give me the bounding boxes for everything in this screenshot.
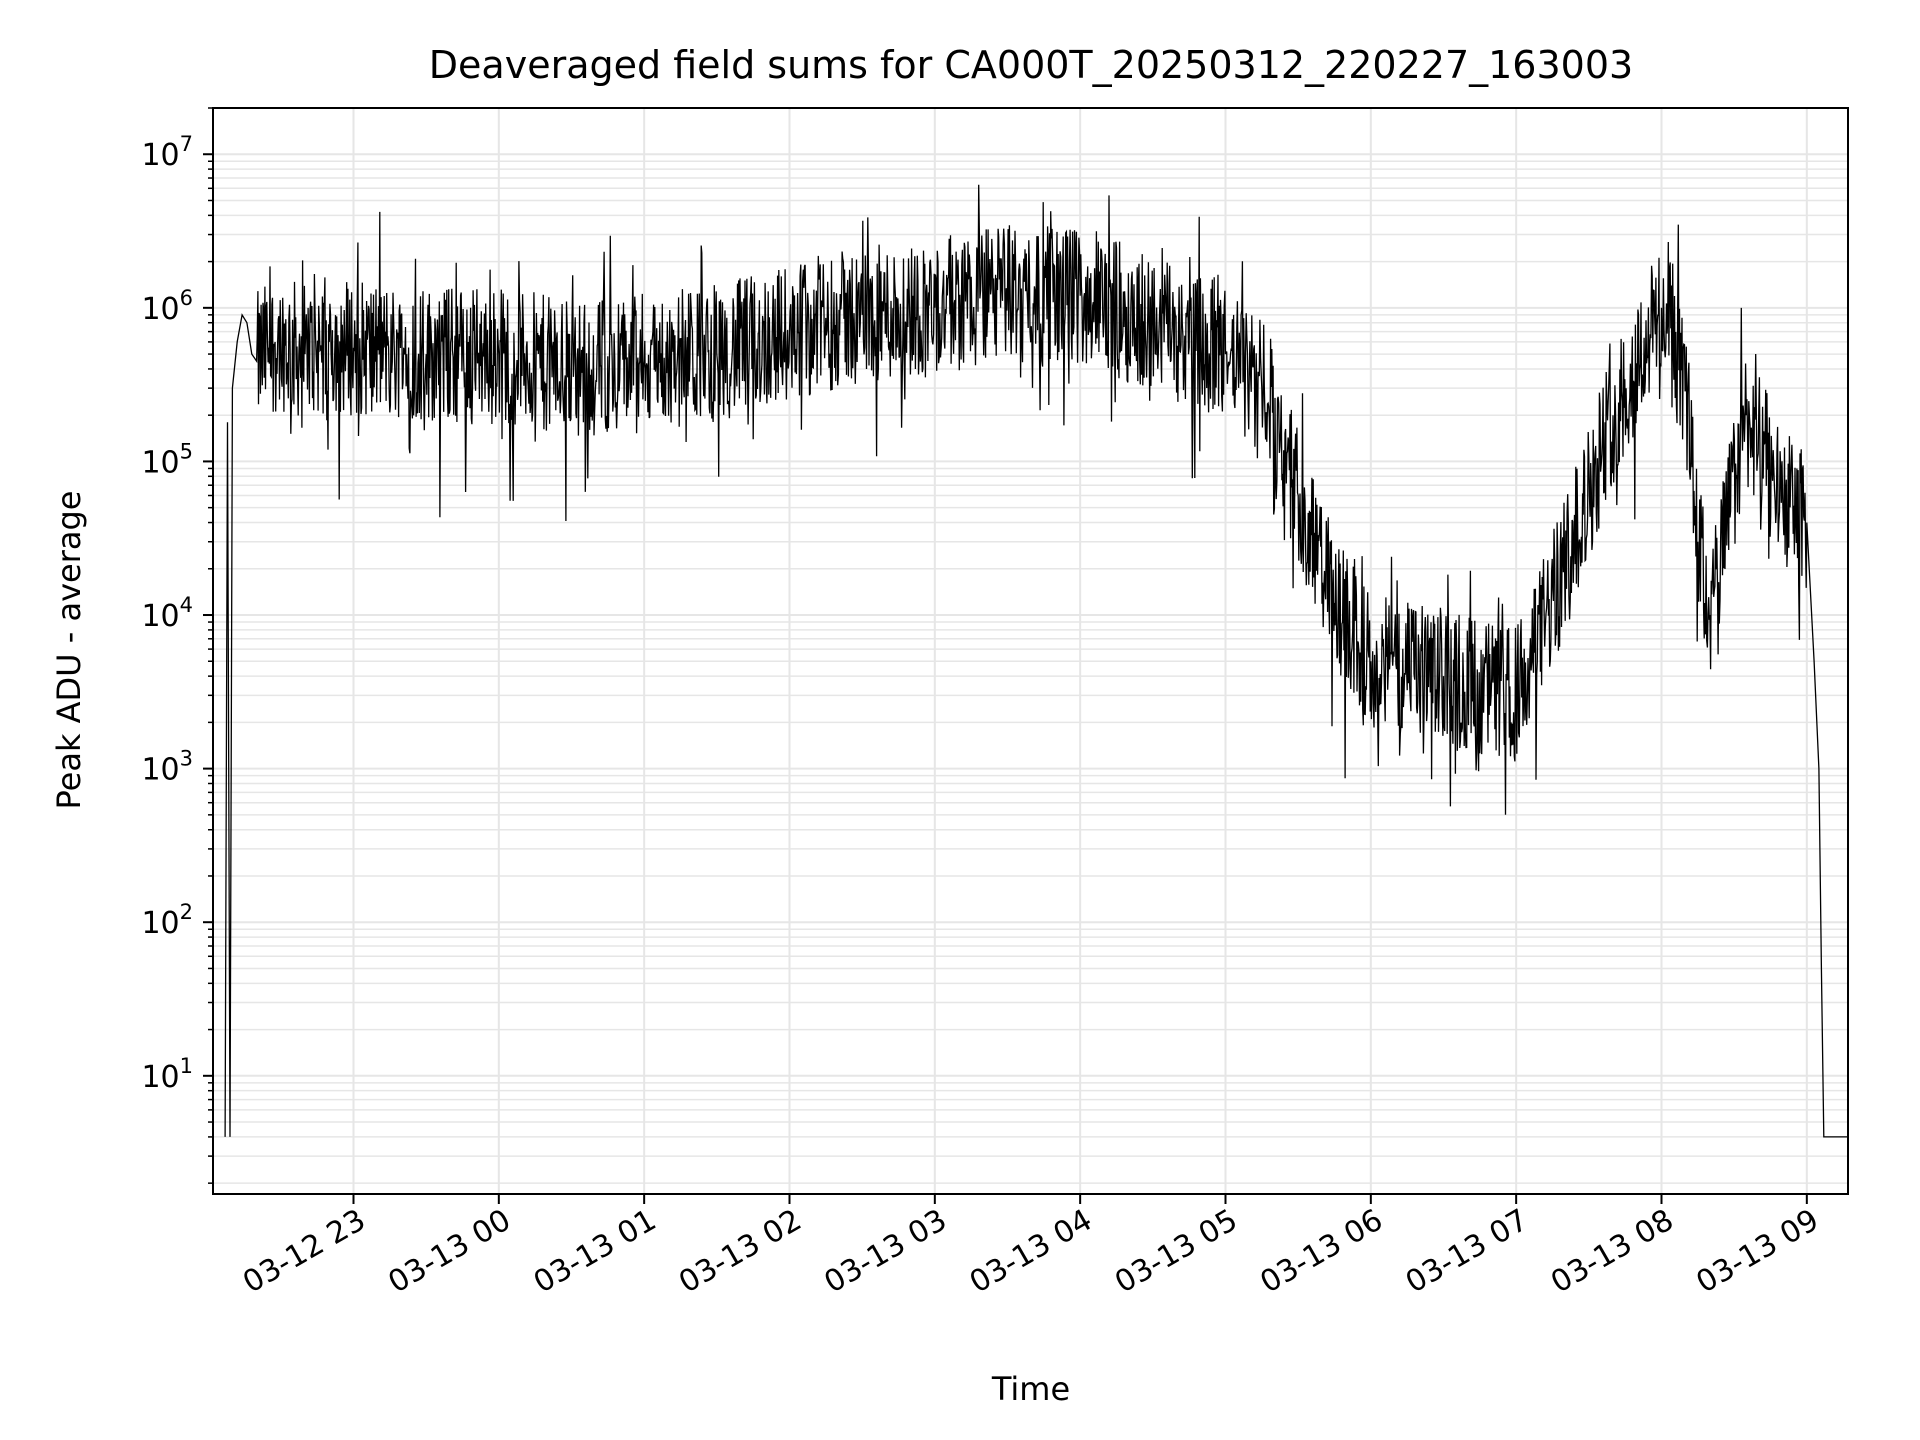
line-layer xyxy=(224,184,1848,1138)
y-axis-label: Peak ADU - average xyxy=(50,491,88,810)
y-axis-ticks: 101 102 103 104 105 106 107 xyxy=(141,107,213,1184)
y-tick-label: 104 xyxy=(141,593,193,634)
y-tick-label: 102 xyxy=(141,900,193,941)
y-tick-label: 107 xyxy=(141,132,193,173)
y-tick-label: 105 xyxy=(141,439,193,480)
y-tick-label: 101 xyxy=(141,1054,193,1095)
x-axis-label: Time xyxy=(991,1370,1070,1408)
series-line xyxy=(224,184,1848,1138)
grid xyxy=(213,107,1848,1194)
axes-frame xyxy=(212,107,1849,1195)
y-tick-label: 106 xyxy=(141,286,193,327)
chart-title: Deaveraged field sums for CA000T_2025031… xyxy=(429,43,1633,87)
y-tick-label: 103 xyxy=(141,747,193,788)
